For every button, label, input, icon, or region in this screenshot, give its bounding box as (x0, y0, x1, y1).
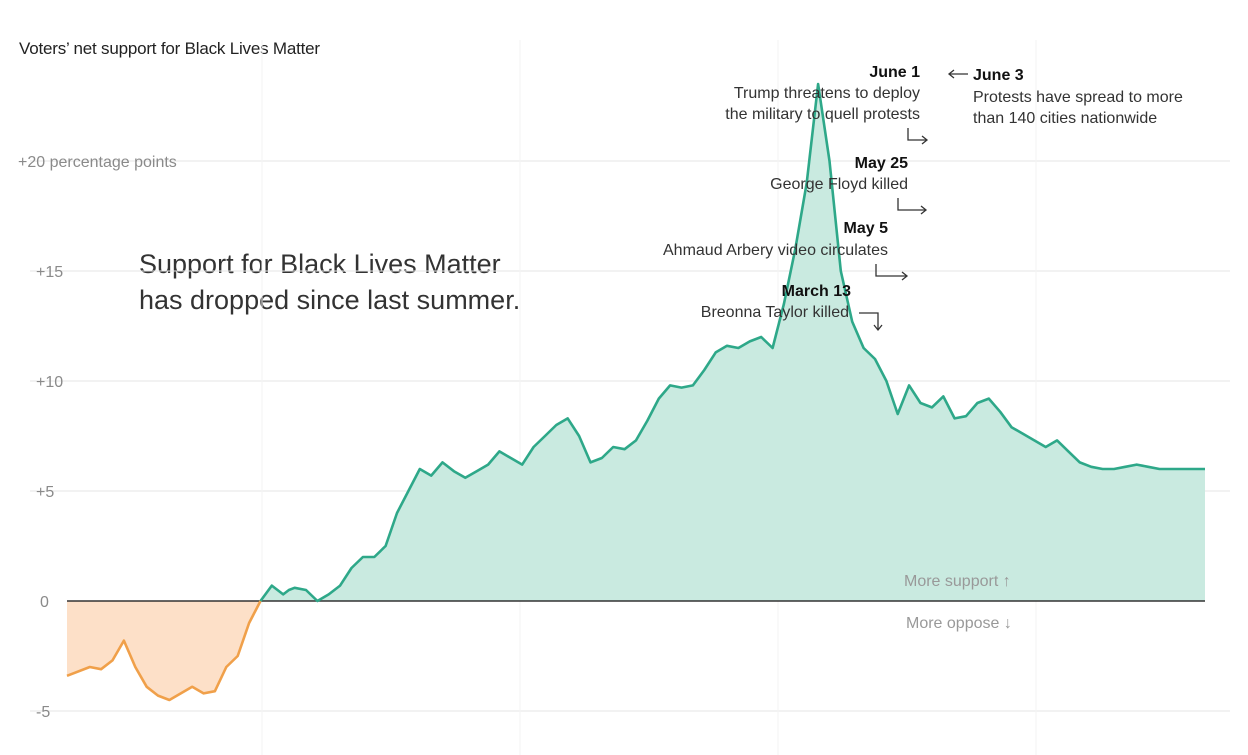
line-layer (66, 82, 1205, 702)
annotation-text: Ahmaud Arbery video circulates (663, 242, 888, 259)
annotation-may-25: May 25 George Floyd killed (770, 155, 928, 215)
oppose-area (67, 601, 261, 700)
y-tick-label: +15 (36, 264, 63, 281)
annotation-june-3: June 3 Protests have spread to more than… (947, 67, 1183, 127)
annotation-arrowhead (920, 205, 928, 215)
annotation-text: George Floyd killed (770, 176, 908, 193)
chart-title: Voters’ net support for Black Lives Matt… (19, 39, 320, 58)
more-oppose-label: More oppose ↓ (906, 615, 1012, 632)
annotation-arrowhead (921, 135, 929, 145)
annotation-may-5: May 5 Ahmaud Arbery video circulates (663, 220, 909, 281)
annotation-date: May 5 (844, 220, 889, 237)
annotation-date: June 3 (973, 67, 1024, 84)
y-tick-label: -5 (36, 704, 50, 721)
annotation-arrowhead (947, 69, 955, 79)
annotation-march-13: March 13 Breonna Taylor killed (701, 283, 883, 332)
annotation-date: June 1 (869, 64, 920, 81)
oppose-line (66, 600, 262, 702)
annotation-text: Trump threatens to deploy (734, 85, 920, 102)
y-tick-label: +10 (36, 374, 63, 391)
annotation-text: Protests have spread to more (973, 89, 1183, 106)
headline-line-1: Support for Black Lives Matter (139, 249, 501, 279)
annotation-arrow (875, 264, 906, 277)
annotation-text: than 140 cities nationwide (973, 110, 1157, 127)
support-area (260, 84, 1205, 601)
headline: Support for Black Lives Matter has dropp… (139, 246, 520, 318)
area-layer (67, 84, 1205, 700)
annotation-arrow (859, 312, 879, 329)
annotation-text: Breonna Taylor killed (701, 304, 849, 321)
y-tick-labels: +20 percentage points +15 +10 +5 0 -5 (18, 154, 177, 721)
more-support-label: More support ↑ (904, 573, 1011, 590)
annotation-arrowhead (901, 271, 909, 281)
annotation-arrow (907, 128, 926, 141)
headline-line-2: has dropped since last summer. (139, 285, 521, 315)
y-tick-label: +20 percentage points (18, 154, 177, 171)
y-tick-label: +5 (36, 484, 54, 501)
annotation-arrowhead (873, 324, 883, 332)
annotation-arrow (897, 198, 925, 211)
support-line (259, 82, 1205, 603)
annotation-june-1: June 1 Trump threatens to deploy the mil… (725, 64, 929, 145)
y-tick-label: 0 (40, 594, 49, 611)
annotation-date: May 25 (855, 155, 908, 172)
annotation-date: March 13 (782, 283, 851, 300)
annotation-text: the military to quell protests (725, 106, 920, 123)
